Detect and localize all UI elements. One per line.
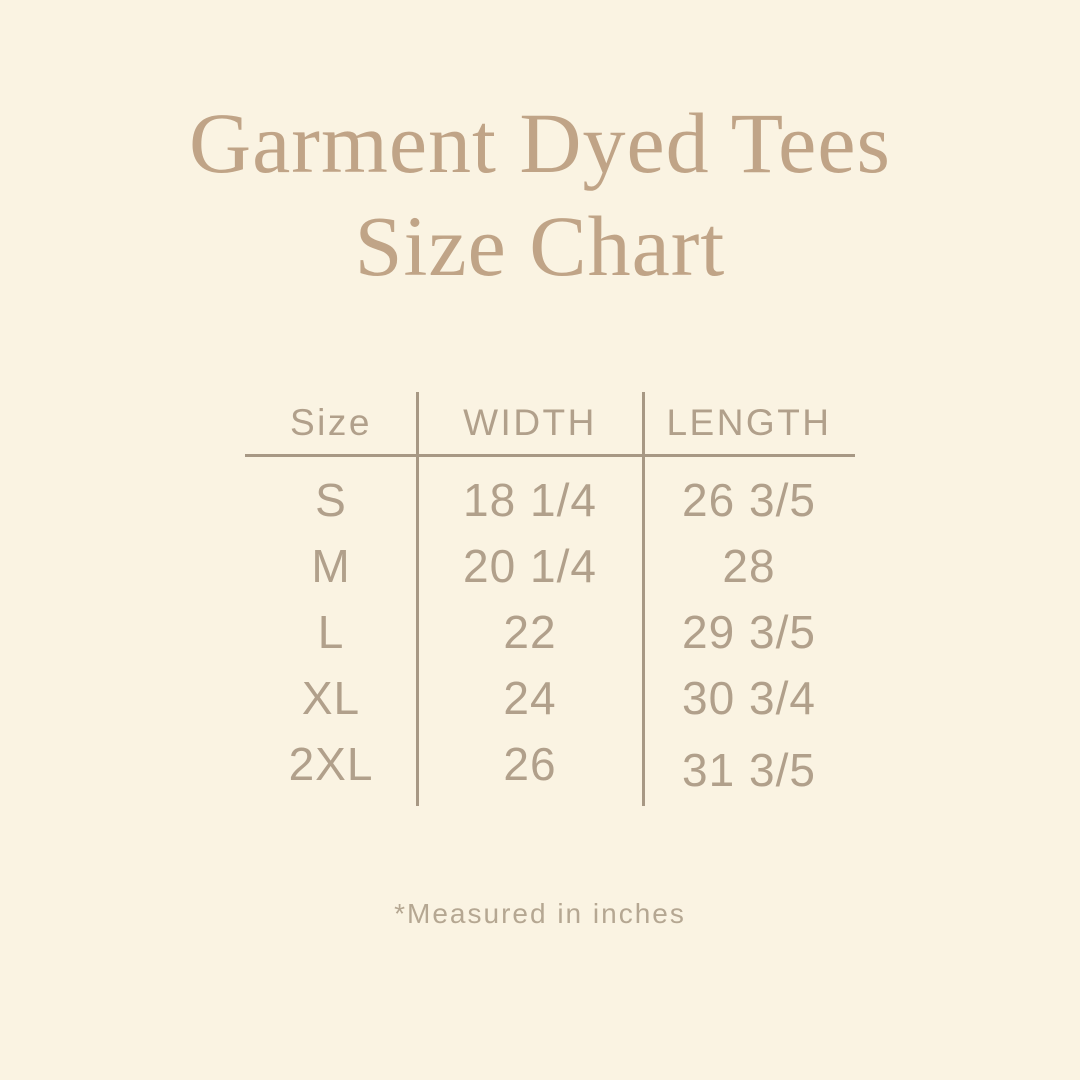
table-header-row: Size WIDTH LENGTH	[245, 392, 855, 454]
column-header-width: WIDTH	[463, 402, 597, 443]
table-row: M 20 1/4 28	[245, 533, 855, 599]
table-row: L 22 29 3/5	[245, 599, 855, 665]
length-cell: 31 3/5	[682, 744, 816, 796]
width-cell: 22	[503, 606, 557, 658]
size-cell: M	[311, 540, 351, 592]
width-cell: 20 1/4	[463, 540, 597, 592]
table-row: S 18 1/4 26 3/5	[245, 467, 855, 533]
size-cell: 2XL	[288, 738, 374, 790]
measurement-note: *Measured in inches	[394, 898, 686, 929]
length-cell: 29 3/5	[682, 606, 816, 658]
chart-title-line1: Garment Dyed Tees	[189, 95, 891, 191]
table-body: S 18 1/4 26 3/5 M 20 1/4 28 L 22 29 3/5 …	[245, 454, 855, 797]
width-cell: 24	[503, 672, 557, 724]
column-divider-1	[416, 392, 419, 806]
column-header-length: LENGTH	[666, 402, 832, 443]
table-row: 2XL 26 31 3/5	[245, 731, 855, 797]
width-cell: 26	[503, 738, 557, 790]
length-cell: 30 3/4	[682, 672, 816, 724]
size-cell: S	[315, 474, 347, 526]
size-table: Size WIDTH LENGTH S 18 1/4 26 3/5 M 20 1…	[245, 392, 855, 806]
header-divider	[245, 454, 855, 457]
size-cell: L	[317, 606, 345, 658]
length-cell: 26 3/5	[682, 474, 816, 526]
chart-title-line2: Size Chart	[354, 198, 726, 294]
table-row: XL 24 30 3/4	[245, 665, 855, 731]
size-cell: XL	[301, 672, 361, 724]
length-cell: 28	[722, 540, 776, 592]
column-divider-2	[642, 392, 645, 806]
column-header-size: Size	[290, 402, 372, 443]
width-cell: 18 1/4	[463, 474, 597, 526]
chart-title: Garment Dyed Tees Size Chart	[0, 92, 1080, 298]
